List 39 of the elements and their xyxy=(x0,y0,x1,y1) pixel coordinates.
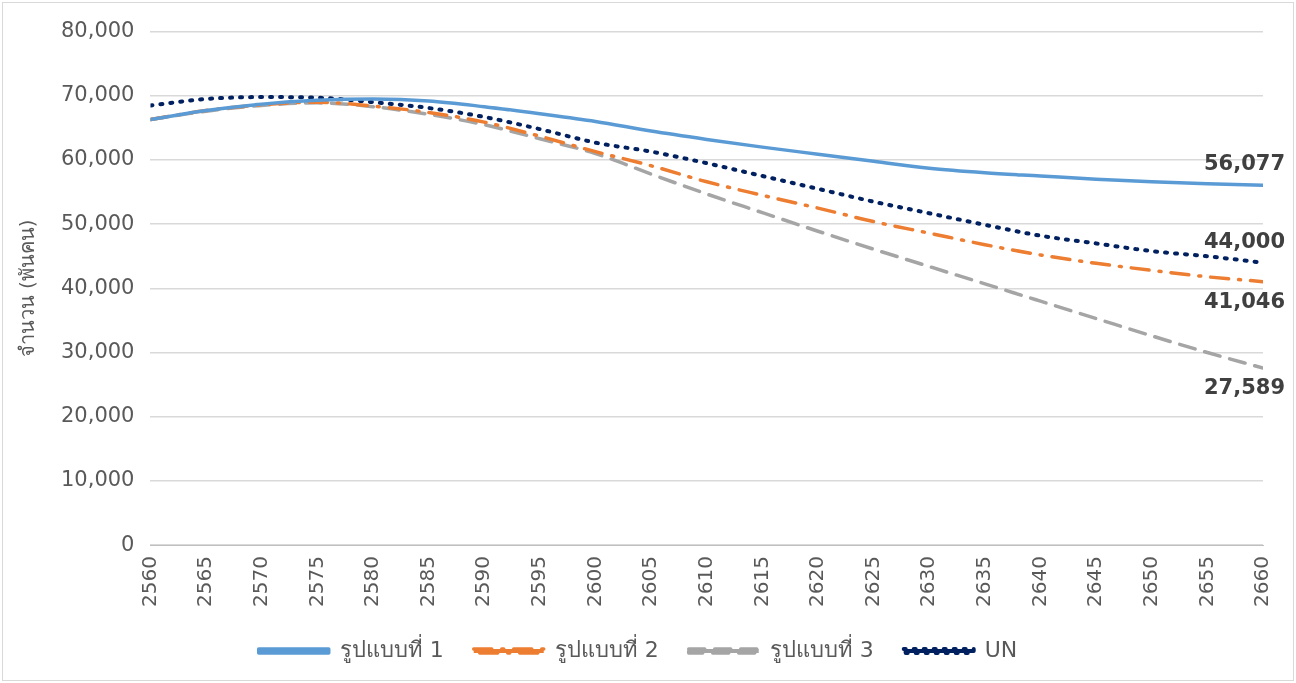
x-tick-label: 2650 xyxy=(1137,556,1162,608)
x-tick-label: 2610 xyxy=(692,556,717,608)
y-tick-label: 30,000 xyxy=(61,338,135,363)
y-tick-label: 20,000 xyxy=(61,403,135,428)
x-tick-label: 2645 xyxy=(1082,556,1107,608)
y-tick-label: 60,000 xyxy=(61,146,135,171)
x-tick-label: 2600 xyxy=(581,556,606,608)
y-tick-label: 40,000 xyxy=(61,274,135,299)
legend-label: UN xyxy=(984,636,1018,662)
y-tick-label: 70,000 xyxy=(61,82,135,107)
legend-label: รูปแบบที่ 3 xyxy=(769,633,874,663)
x-tick-label: 2605 xyxy=(637,556,662,608)
x-tick-label: 2660 xyxy=(1249,556,1274,608)
x-tick-label: 2630 xyxy=(915,556,940,608)
x-tick-label: 2635 xyxy=(971,556,996,608)
data-label: 56,077 xyxy=(1203,151,1285,176)
y-tick-label: 50,000 xyxy=(61,210,135,235)
x-tick-label: 2580 xyxy=(359,556,384,608)
x-tick-label: 2595 xyxy=(526,556,551,608)
x-tick-label: 2585 xyxy=(414,556,439,608)
x-tick-label: 2565 xyxy=(192,556,217,608)
data-label: 44,000 xyxy=(1203,228,1285,253)
x-tick-label: 2620 xyxy=(804,556,829,608)
data-label: 27,589 xyxy=(1203,374,1285,399)
x-tick-label: 2590 xyxy=(470,556,495,608)
y-axis-title: จำนวน (พันคน) xyxy=(15,219,40,358)
y-tick-label: 0 xyxy=(121,531,135,556)
y-tick-label: 10,000 xyxy=(61,467,135,492)
legend-label: รูปแบบที่ 2 xyxy=(554,633,659,663)
data-label: 41,046 xyxy=(1203,288,1285,313)
y-tick-label: 80,000 xyxy=(61,18,135,43)
x-tick-label: 2640 xyxy=(1026,556,1051,608)
x-tick-label: 2575 xyxy=(303,556,328,608)
legend-label: รูปแบบที่ 1 xyxy=(339,633,444,663)
x-tick-label: 2570 xyxy=(247,556,272,608)
x-tick-label: 2615 xyxy=(748,556,773,608)
x-tick-label: 2560 xyxy=(136,556,161,608)
x-tick-label: 2625 xyxy=(859,556,884,608)
x-tick-label: 2655 xyxy=(1193,556,1218,608)
